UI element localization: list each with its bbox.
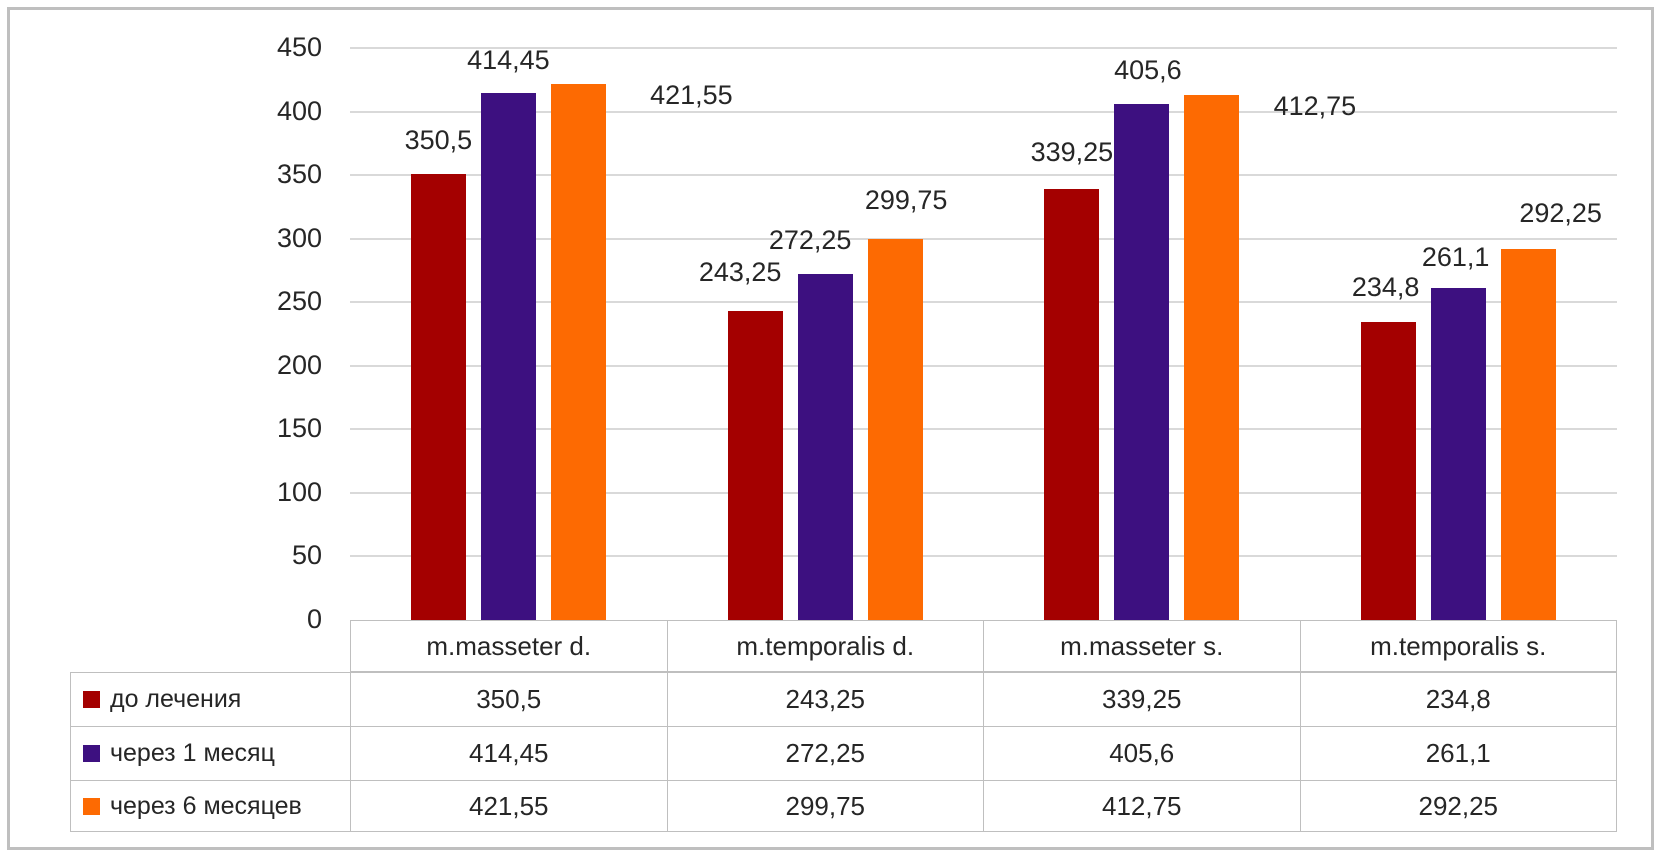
- data-label: 292,25: [1519, 197, 1602, 228]
- gridline-y-100: [350, 491, 1617, 494]
- table-row: через 1 месяц 414,45 272,25 405,6 261,1: [71, 726, 1616, 780]
- y-axis-tick-label: 100: [276, 476, 322, 507]
- data-label: 421,55: [650, 80, 733, 111]
- data-label: 272,25: [768, 224, 852, 255]
- data-label: 405,6: [1114, 55, 1182, 86]
- legend-cell: до лечения: [71, 673, 351, 726]
- y-axis-tick-label: 50: [291, 540, 322, 571]
- bar-через 6 месяцев-m.masseter d.: [550, 84, 606, 620]
- y-axis-tick-label: 0: [306, 604, 322, 634]
- table-value-cell: 412,75: [984, 781, 1301, 831]
- bar-через 6 месяцев-m.temporalis s.: [1501, 248, 1557, 620]
- bar-через 1 месяц-m.masseter s.: [1114, 104, 1170, 620]
- table-value-cell: 299,75: [668, 781, 984, 831]
- gridline-y-250: [350, 301, 1617, 304]
- legend-cell: через 1 месяц: [71, 727, 351, 780]
- legend-series-name: через 1 месяц: [110, 739, 275, 767]
- data-label: 243,25: [698, 256, 782, 287]
- table-value-cell: 414,45: [351, 727, 668, 780]
- bar-через 1 месяц-m.temporalis d.: [797, 273, 853, 620]
- table-value-cell: 292,25: [1418, 790, 1499, 821]
- table-value-cell: 339,25: [984, 673, 1301, 726]
- bar-до лечения-m.temporalis s.: [1361, 321, 1417, 620]
- legend-cell: через 6 месяцев: [71, 781, 351, 831]
- data-label: 261,1: [1421, 242, 1490, 273]
- table-value-cell: 350,5: [351, 673, 668, 726]
- category-header-cell: m.masseter d.: [426, 630, 592, 661]
- category-header-cell: m.masseter s.: [983, 621, 1300, 671]
- legend-series-name: до лечения: [110, 685, 242, 713]
- data-table: до лечения 350,5 243,25 339,25 234,8 через 1 …: [70, 672, 1617, 832]
- data-label: 414,45: [467, 45, 550, 76]
- bar-до лечения-m.masseter d.: [410, 174, 466, 620]
- gridline-y-200: [350, 364, 1617, 367]
- table-value-cell: 405,6: [984, 727, 1301, 780]
- data-label: 412,75: [1273, 91, 1357, 122]
- data-label: 234,8: [1351, 271, 1420, 302]
- legend-series-name: через 6 месяцев: [110, 791, 302, 820]
- category-header-cell: m.temporalis s.: [1299, 621, 1617, 671]
- y-axis-tick-label: 250: [276, 286, 322, 317]
- y-axis-tick-label: 300: [276, 222, 322, 253]
- data-label: 350,5: [404, 125, 473, 156]
- legend-swatch-icon: [83, 797, 100, 815]
- y-axis-tick-label: 200: [276, 349, 322, 380]
- y-axis-tick-label: 450: [276, 32, 322, 62]
- bar-через 6 месяцев-m.masseter s.: [1184, 95, 1240, 620]
- gridline-y-450: [350, 47, 1617, 49]
- table-value-cell: 272,25: [668, 727, 984, 780]
- y-axis-tick-label: 150: [276, 413, 322, 444]
- bar-до лечения-m.temporalis d.: [727, 310, 783, 620]
- category-header-cell: m.temporalis d.: [666, 621, 984, 671]
- data-label: 339,25: [1030, 136, 1114, 167]
- gridline-y-350: [350, 174, 1617, 177]
- gridline-y-50: [350, 555, 1617, 558]
- bar-через 1 месяц-m.masseter d.: [480, 93, 536, 620]
- table-row: до лечения 350,5 243,25 339,25 234,8: [71, 673, 1616, 726]
- bar-через 1 месяц-m.temporalis s.: [1431, 288, 1487, 620]
- data-label: 299,75: [864, 184, 948, 215]
- table-value-cell: 234,8: [1425, 684, 1491, 714]
- bar-через 6 месяцев-m.temporalis d.: [867, 238, 923, 620]
- legend-swatch-icon: [83, 691, 100, 708]
- gridline-y-300: [350, 237, 1617, 240]
- bar-до лечения-m.masseter s.: [1044, 188, 1100, 620]
- category-header-row: m.masseter d. m.temporalis d. m.masseter s…: [350, 620, 1617, 672]
- gridline-y-150: [350, 428, 1617, 431]
- table-value-cell: 421,55: [351, 781, 668, 831]
- table-value-cell: 243,25: [668, 673, 984, 726]
- table-value-cell: 261,1: [1425, 738, 1491, 768]
- y-axis-tick-label: 400: [276, 95, 322, 126]
- table-row: через 6 месяцев 421,55 299,75 412,75 292,25: [71, 780, 1616, 831]
- gridline-y-400: [350, 110, 1617, 113]
- legend-swatch-icon: [83, 745, 100, 762]
- y-axis-tick-label: 350: [276, 159, 322, 190]
